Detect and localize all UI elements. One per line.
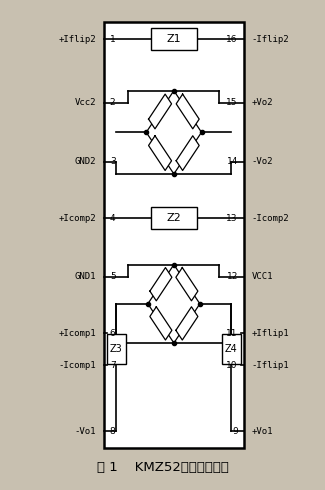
Text: +Vo1: +Vo1 — [252, 427, 273, 436]
Polygon shape — [176, 268, 198, 301]
Text: 3: 3 — [110, 157, 116, 166]
Bar — [104, 22, 244, 448]
Bar — [151, 207, 197, 229]
Text: -Icomp2: -Icomp2 — [252, 214, 290, 222]
Text: -Vo1: -Vo1 — [74, 427, 96, 436]
Text: 7: 7 — [110, 361, 116, 369]
Text: +Iflip2: +Iflip2 — [58, 35, 96, 44]
Text: 11: 11 — [227, 329, 238, 338]
Text: 12: 12 — [227, 272, 238, 281]
Polygon shape — [176, 94, 199, 129]
Text: GND2: GND2 — [74, 157, 96, 166]
Text: +Vo2: +Vo2 — [252, 98, 273, 107]
Text: GND1: GND1 — [74, 272, 96, 281]
Polygon shape — [176, 307, 198, 340]
Text: 15: 15 — [227, 98, 238, 107]
Text: 5: 5 — [110, 272, 116, 281]
Text: +Icomp1: +Icomp1 — [58, 329, 96, 338]
Text: 13: 13 — [227, 214, 238, 222]
Text: -Iflip1: -Iflip1 — [252, 361, 290, 369]
Text: +Iflip1: +Iflip1 — [252, 329, 290, 338]
Text: -Vo2: -Vo2 — [252, 157, 273, 166]
Bar — [151, 28, 197, 50]
Text: 8: 8 — [110, 427, 116, 436]
Text: Z2: Z2 — [166, 213, 181, 223]
Polygon shape — [149, 136, 172, 171]
Text: Vcc2: Vcc2 — [74, 98, 96, 107]
Text: -Iflip2: -Iflip2 — [252, 35, 290, 44]
Text: 6: 6 — [110, 329, 116, 338]
Text: 10: 10 — [227, 361, 238, 369]
Polygon shape — [150, 268, 172, 301]
Polygon shape — [176, 136, 199, 171]
Polygon shape — [149, 94, 172, 129]
Text: +Icomp2: +Icomp2 — [58, 214, 96, 222]
Text: 16: 16 — [227, 35, 238, 44]
Text: Z4: Z4 — [225, 344, 238, 354]
Text: Z1: Z1 — [166, 34, 181, 44]
Bar — [222, 335, 241, 364]
Text: 9: 9 — [232, 427, 238, 436]
Text: 1: 1 — [110, 35, 116, 44]
Text: -Icomp1: -Icomp1 — [58, 361, 96, 369]
Bar — [107, 335, 126, 364]
Text: VCC1: VCC1 — [252, 272, 273, 281]
Text: Z3: Z3 — [110, 344, 123, 354]
Text: 2: 2 — [110, 98, 115, 107]
Text: 图 1    KMZ52的内部结构图: 图 1 KMZ52的内部结构图 — [97, 462, 228, 474]
Text: 4: 4 — [110, 214, 115, 222]
Text: 14: 14 — [227, 157, 238, 166]
Polygon shape — [150, 307, 172, 340]
